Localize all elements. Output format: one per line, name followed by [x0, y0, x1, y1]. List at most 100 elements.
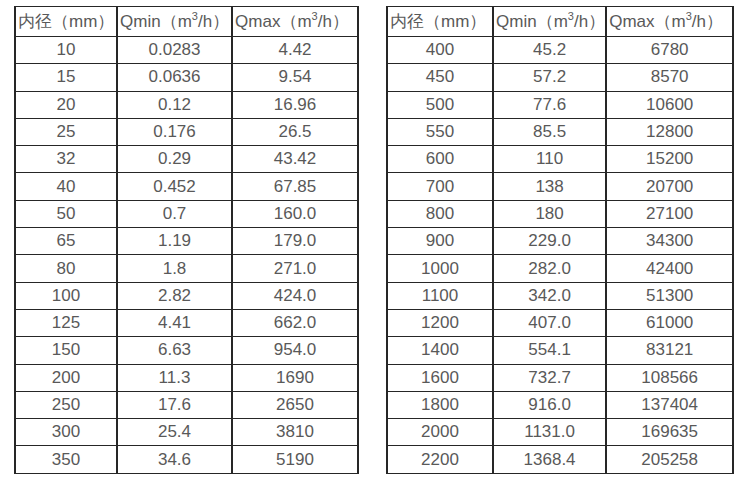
column-header: 内径（mm）	[15, 7, 117, 37]
table-row: 1600732.7108566	[387, 364, 733, 391]
superscript-3: 3	[686, 10, 692, 22]
table-cell: 61000	[606, 309, 733, 336]
table-cell: 34300	[606, 228, 733, 255]
table-cell: 15200	[606, 146, 733, 173]
column-header: Qmax（m3/h）	[606, 7, 733, 37]
table-row: 45057.28570	[387, 64, 733, 91]
column-header: 内径（mm）	[387, 7, 493, 37]
table-cell: 1368.4	[493, 446, 606, 473]
table-cell: 6.63	[117, 337, 232, 364]
flow-table-small-diameters: 内径（mm）Qmin（m3/h）Qmax（m3/h） 100.02834.421…	[14, 6, 359, 474]
table-row: 1400554.183121	[387, 337, 733, 364]
table-cell: 1100	[387, 282, 493, 309]
table-cell: 554.1	[493, 337, 606, 364]
table-cell: 150	[15, 337, 117, 364]
table-cell: 916.0	[493, 391, 606, 418]
table-row: 200.1216.96	[15, 91, 358, 118]
table-row: 20001131.0169635	[387, 419, 733, 446]
table-cell: 80	[15, 255, 117, 282]
header-row: 内径（mm）Qmin（m3/h）Qmax（m3/h）	[15, 7, 358, 37]
superscript-3: 3	[312, 10, 318, 22]
table-cell: 125	[15, 309, 117, 336]
table-cell: 100	[15, 282, 117, 309]
table-row: 400.45267.85	[15, 173, 358, 200]
table-row: 1506.63954.0	[15, 337, 358, 364]
table-cell: 0.452	[117, 173, 232, 200]
table-cell: 0.176	[117, 118, 232, 145]
table-cell: 2000	[387, 419, 493, 446]
table-row: 35034.65190	[15, 446, 358, 473]
table-cell: 10	[15, 37, 117, 64]
flow-table-large-diameters: 内径（mm）Qmin（m3/h）Qmax（m3/h） 40045.2678045…	[386, 6, 734, 474]
table-row: 801.8271.0	[15, 255, 358, 282]
table-cell: 26.5	[232, 118, 358, 145]
table-cell: 20	[15, 91, 117, 118]
table-cell: 229.0	[493, 228, 606, 255]
superscript-3: 3	[192, 10, 198, 22]
table-cell: 200	[15, 364, 117, 391]
table-cell: 160.0	[232, 200, 358, 227]
table-cell: 32	[15, 146, 117, 173]
table-cell: 2.82	[117, 282, 232, 309]
table-row: 30025.43810	[15, 419, 358, 446]
table-cell: 5190	[232, 446, 358, 473]
table-cell: 407.0	[493, 309, 606, 336]
table-cell: 180	[493, 200, 606, 227]
table-cell: 732.7	[493, 364, 606, 391]
table-cell: 50	[15, 200, 117, 227]
table-cell: 205258	[606, 446, 733, 473]
table-row: 1002.82424.0	[15, 282, 358, 309]
table-cell: 1000	[387, 255, 493, 282]
table-row: 70013820700	[387, 173, 733, 200]
table-cell: 500	[387, 91, 493, 118]
table-cell: 2650	[232, 391, 358, 418]
table-row: 320.2943.42	[15, 146, 358, 173]
table-cell: 4.42	[232, 37, 358, 64]
table-row: 40045.26780	[387, 37, 733, 64]
column-header: Qmin（m3/h）	[493, 7, 606, 37]
table-cell: 0.0636	[117, 64, 232, 91]
table-row: 150.06369.54	[15, 64, 358, 91]
table-cell: 450	[387, 64, 493, 91]
table-cell: 12800	[606, 118, 733, 145]
table-cell: 0.0283	[117, 37, 232, 64]
table-cell: 250	[15, 391, 117, 418]
table-cell: 65	[15, 228, 117, 255]
table-cell: 10600	[606, 91, 733, 118]
table-cell: 15	[15, 64, 117, 91]
table-cell: 8570	[606, 64, 733, 91]
table-row: 50077.610600	[387, 91, 733, 118]
table-cell: 1200	[387, 309, 493, 336]
table-row: 22001368.4205258	[387, 446, 733, 473]
table-row: 80018027100	[387, 200, 733, 227]
table-cell: 424.0	[232, 282, 358, 309]
table-row: 1200407.061000	[387, 309, 733, 336]
table-cell: 51300	[606, 282, 733, 309]
table-cell: 1131.0	[493, 419, 606, 446]
table-cell: 3810	[232, 419, 358, 446]
table-cell: 400	[387, 37, 493, 64]
table-cell: 342.0	[493, 282, 606, 309]
table-cell: 0.12	[117, 91, 232, 118]
table-cell: 179.0	[232, 228, 358, 255]
table-cell: 11.3	[117, 364, 232, 391]
table-row: 20011.31690	[15, 364, 358, 391]
table-cell: 138	[493, 173, 606, 200]
table-cell: 169635	[606, 419, 733, 446]
table-cell: 0.7	[117, 200, 232, 227]
table-cell: 550	[387, 118, 493, 145]
table-cell: 108566	[606, 364, 733, 391]
table-row: 651.19179.0	[15, 228, 358, 255]
table-cell: 1600	[387, 364, 493, 391]
table-cell: 25	[15, 118, 117, 145]
table-cell: 0.29	[117, 146, 232, 173]
table-cell: 6780	[606, 37, 733, 64]
table-row: 900229.034300	[387, 228, 733, 255]
table-cell: 27100	[606, 200, 733, 227]
table-cell: 9.54	[232, 64, 358, 91]
column-header: Qmax（m3/h）	[232, 7, 358, 37]
flow-range-tables: 内径（mm）Qmin（m3/h）Qmax（m3/h） 100.02834.421…	[14, 6, 734, 474]
table-cell: 67.85	[232, 173, 358, 200]
table-cell: 900	[387, 228, 493, 255]
table-cell: 57.2	[493, 64, 606, 91]
